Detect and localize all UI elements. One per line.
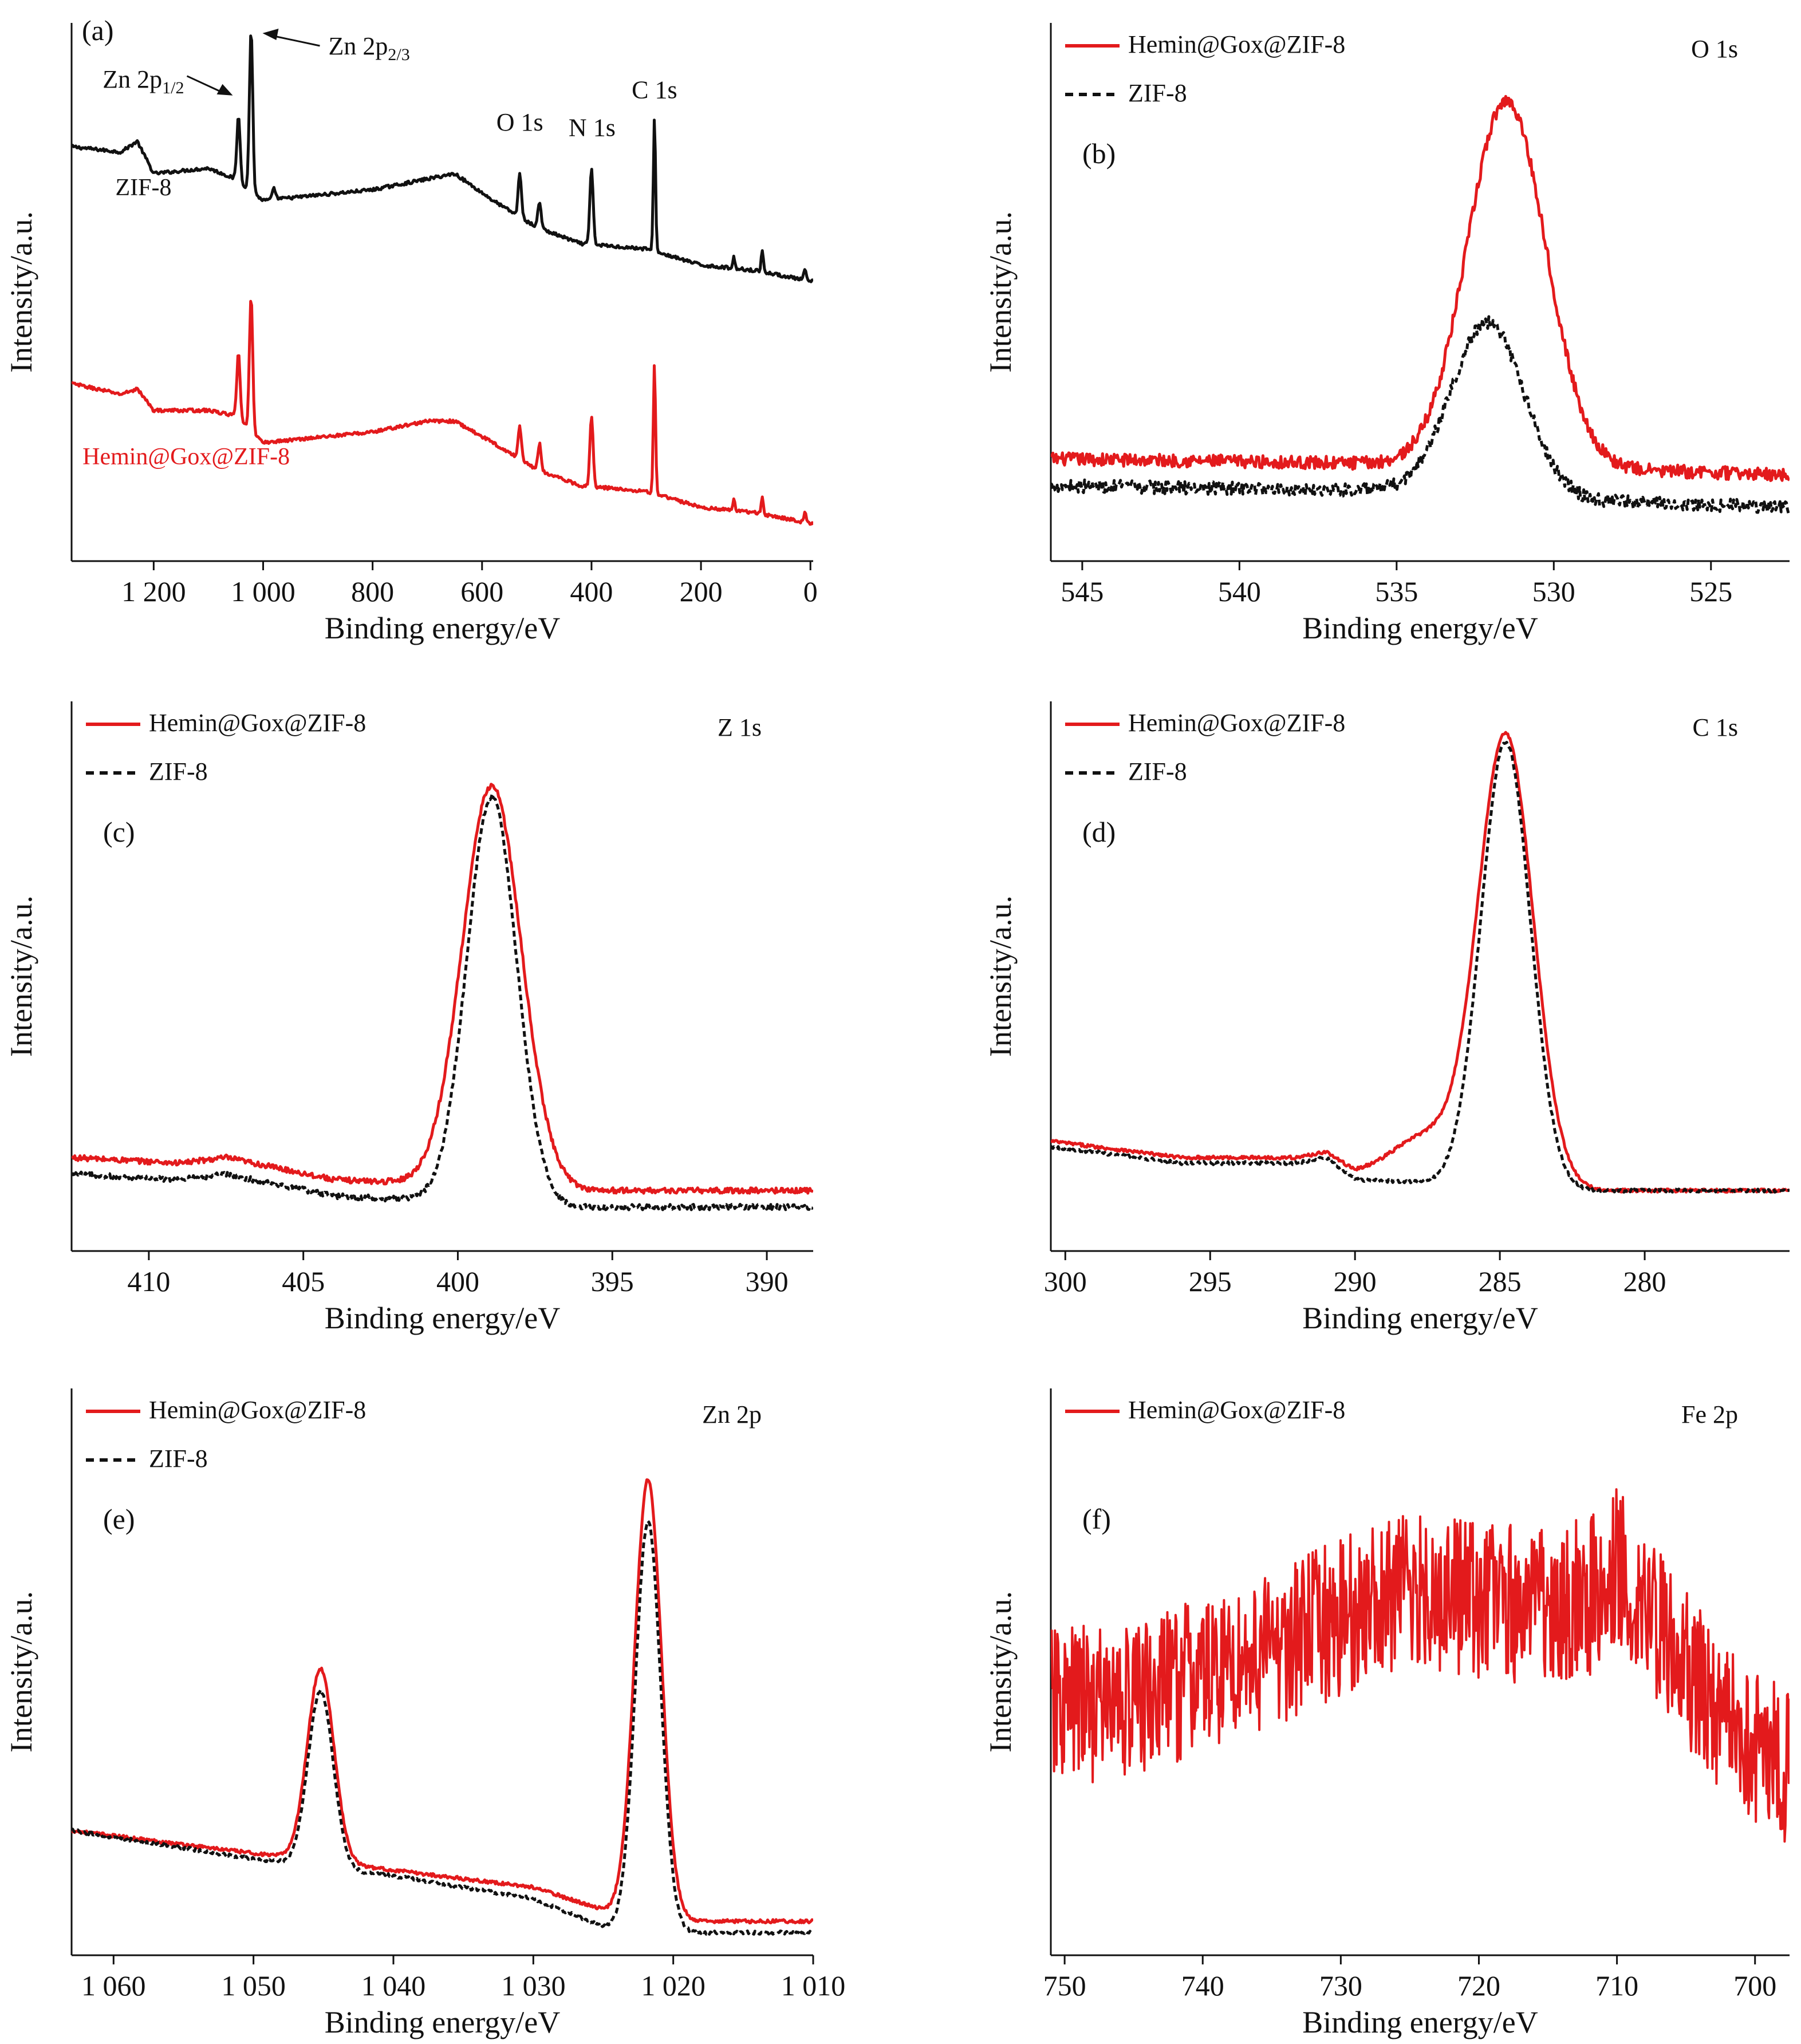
- x-tick-label: 1 020: [641, 1970, 706, 2002]
- core-level-label: Z 1s: [718, 713, 762, 741]
- legend-label: Hemin@Gox@ZIF-8: [149, 709, 366, 737]
- x-tick-label: 710: [1595, 1970, 1638, 2002]
- x-tick-label: 405: [282, 1265, 325, 1297]
- core-level-label: Zn 2p: [702, 1400, 762, 1429]
- x-tick-label: 700: [1733, 1970, 1776, 2002]
- series-line-0: [72, 1478, 813, 1925]
- x-axis-title: Binding energy/eV: [1302, 1301, 1538, 1335]
- peak-label: O 1s: [496, 108, 543, 136]
- legend-label: Hemin@Gox@ZIF-8: [149, 1396, 366, 1424]
- x-axis-title: Binding energy/eV: [1302, 611, 1538, 645]
- panel-label: (d): [1082, 816, 1116, 848]
- panel-label: (c): [103, 816, 135, 848]
- legend-label: Hemin@Gox@ZIF-8: [1128, 30, 1345, 58]
- legend-label: Hemin@Gox@ZIF-8: [1128, 1396, 1345, 1424]
- arrow: [186, 75, 225, 94]
- y-axis-title: Intensity/a.u.: [983, 895, 1018, 1057]
- series-line-1: [1051, 315, 1790, 515]
- x-tick-label: 545: [1061, 575, 1104, 607]
- panel-label: (e): [103, 1503, 135, 1535]
- panel-label: (f): [1082, 1503, 1111, 1535]
- panel-d: 300 295 290 285 280 Binding energy/eV Intensit…: [983, 701, 1790, 1335]
- peak-label: C 1s: [632, 76, 677, 104]
- series-line-1: [72, 299, 813, 526]
- legend-label: ZIF-8: [149, 757, 208, 786]
- legend-label: ZIF-8: [1128, 757, 1187, 786]
- x-axis-title: Binding energy/eV: [325, 611, 560, 645]
- legend-label: ZIF-8: [1128, 79, 1187, 107]
- peak-label: Zn 2p1/2: [103, 65, 184, 97]
- x-tick-label: 540: [1218, 575, 1261, 607]
- panel-label: (b): [1082, 137, 1116, 169]
- series-line-0: [1051, 94, 1790, 482]
- core-level-label: Fe 2p: [1681, 1400, 1738, 1429]
- panel-e: 1 060 1 050 1 040 1 030 1 020 1 010 Binding en…: [4, 1388, 845, 2039]
- arrow-head: [216, 84, 233, 96]
- x-tick-label: 285: [1479, 1265, 1522, 1297]
- y-axis-title: Intensity/a.u.: [4, 211, 38, 373]
- peak-label: N 1s: [569, 113, 616, 141]
- x-tick-label: 400: [436, 1265, 479, 1297]
- series-line-0: [1051, 1488, 1790, 1843]
- x-tick-label: 290: [1334, 1265, 1377, 1297]
- x-tick-label: 1 040: [361, 1970, 426, 2002]
- legend-label: Hemin@Gox@ZIF-8: [1128, 709, 1345, 737]
- core-level-label: O 1s: [1691, 35, 1738, 63]
- x-tick-label: 1 010: [781, 1970, 846, 2002]
- panel-b: 545 540 535 530 525 Binding energy/eV Intensit…: [983, 23, 1790, 645]
- x-tick-label: 395: [591, 1265, 634, 1297]
- series-line-1: [72, 1520, 813, 1936]
- x-tick-label: 800: [351, 575, 394, 607]
- x-tick-label: 1 050: [221, 1970, 286, 2002]
- sample-label: ZIF-8: [115, 175, 171, 201]
- x-tick-label: 400: [570, 575, 613, 607]
- core-level-label: C 1s: [1693, 713, 1738, 741]
- panel-a: 1 200 1 000 800 600 400 200 0 Binding energy/eV…: [4, 14, 818, 645]
- x-tick-label: 300: [1044, 1265, 1087, 1297]
- x-tick-label: 280: [1623, 1265, 1666, 1297]
- x-axis-title: Binding energy/eV: [325, 2005, 560, 2039]
- series-line-0: [72, 34, 813, 283]
- x-tick-label: 530: [1532, 575, 1575, 607]
- arrow: [274, 35, 320, 47]
- sample-label: Hemin@Gox@ZIF-8: [82, 444, 290, 470]
- x-tick-label: 720: [1457, 1970, 1500, 2002]
- x-tick-label: 0: [803, 575, 818, 607]
- y-axis-title: Intensity/a.u.: [983, 1591, 1018, 1753]
- series-line-1: [72, 792, 813, 1212]
- x-tick-label: 200: [680, 575, 723, 607]
- x-axis-title: Binding energy/eV: [325, 1301, 560, 1335]
- series-line-1: [1051, 741, 1790, 1194]
- arrow-head: [262, 29, 279, 40]
- panel-c: 410 405 400 395 390 Binding energy/eV Intensit…: [4, 701, 813, 1335]
- x-tick-label: 410: [127, 1265, 170, 1297]
- x-tick-label: 750: [1043, 1970, 1086, 2002]
- y-axis-title: Intensity/a.u.: [983, 211, 1018, 373]
- y-axis-title: Intensity/a.u.: [4, 1591, 38, 1753]
- legend-label: ZIF-8: [149, 1445, 208, 1473]
- x-tick-label: 600: [460, 575, 503, 607]
- panel-f: 750 740 730 720 710 700 Binding energy/eV Inten…: [983, 1388, 1790, 2039]
- x-tick-label: 1 060: [81, 1970, 146, 2002]
- panel-label: (a): [82, 14, 114, 46]
- series-line-0: [72, 783, 813, 1195]
- x-tick-label: 740: [1181, 1970, 1224, 2002]
- y-axis-title: Intensity/a.u.: [4, 895, 38, 1057]
- series-line-0: [1051, 731, 1790, 1194]
- x-tick-label: 535: [1375, 575, 1418, 607]
- x-tick-label: 295: [1189, 1265, 1232, 1297]
- x-axis-title: Binding energy/eV: [1302, 2005, 1538, 2039]
- x-tick-label: 1 200: [121, 575, 186, 607]
- x-tick-label: 390: [746, 1265, 789, 1297]
- x-tick-label: 730: [1319, 1970, 1362, 2002]
- x-tick-label: 525: [1689, 575, 1732, 607]
- x-tick-label: 1 000: [231, 575, 295, 607]
- peak-label: Zn 2p2/3: [328, 32, 409, 64]
- x-tick-label: 1 030: [501, 1970, 566, 2002]
